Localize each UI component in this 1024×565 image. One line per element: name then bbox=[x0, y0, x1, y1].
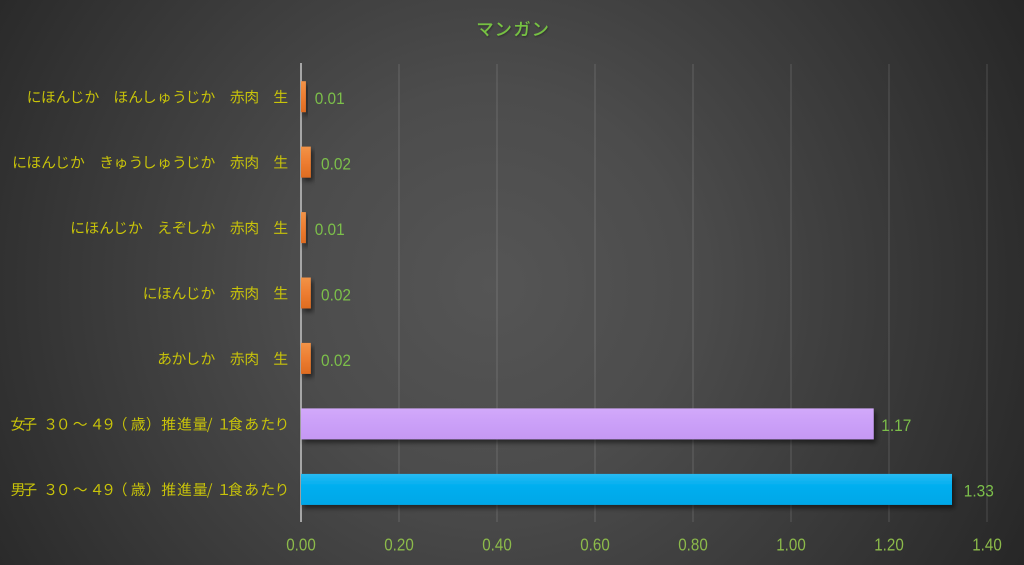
svg-text:1.00: 1.00 bbox=[776, 535, 806, 555]
svg-text:0.02: 0.02 bbox=[321, 352, 351, 370]
svg-text:0.02: 0.02 bbox=[321, 286, 351, 304]
svg-text:0.80: 0.80 bbox=[678, 535, 708, 555]
svg-text:1.20: 1.20 bbox=[874, 535, 904, 555]
svg-text:1.33: 1.33 bbox=[964, 483, 994, 501]
svg-text:0.60: 0.60 bbox=[580, 535, 610, 555]
svg-text:1.40: 1.40 bbox=[972, 535, 1002, 555]
svg-text:1.17: 1.17 bbox=[881, 417, 911, 435]
svg-text:0.00: 0.00 bbox=[286, 535, 316, 555]
svg-text:0.01: 0.01 bbox=[315, 90, 345, 108]
svg-text:0.40: 0.40 bbox=[482, 535, 512, 555]
svg-text:0.02: 0.02 bbox=[321, 155, 351, 173]
svg-text:0.01: 0.01 bbox=[315, 221, 345, 239]
svg-text:0.20: 0.20 bbox=[384, 535, 414, 555]
